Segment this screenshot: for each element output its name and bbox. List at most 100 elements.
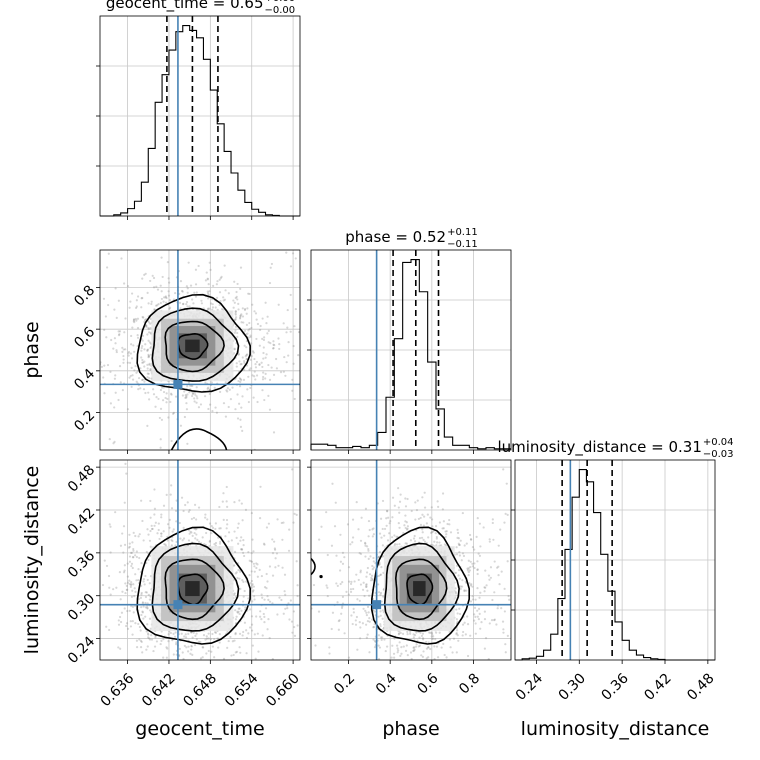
sample-point — [370, 574, 374, 577]
sample-point — [129, 551, 133, 555]
sample-point — [134, 573, 137, 576]
sample-point — [131, 541, 134, 544]
sample-point — [148, 363, 151, 366]
sample-point — [365, 585, 368, 588]
sample-point — [130, 385, 133, 388]
sample-point — [140, 591, 143, 595]
sample-point — [158, 416, 161, 420]
sample-point — [205, 652, 208, 655]
sample-point — [157, 522, 160, 525]
sample-point — [120, 611, 124, 614]
sample-point — [136, 336, 140, 339]
sample-point — [272, 346, 275, 350]
sample-point — [131, 620, 134, 623]
sample-point — [355, 501, 358, 504]
sample-point — [132, 344, 135, 347]
sample-point — [127, 352, 130, 355]
sample-point — [185, 395, 188, 398]
sample-point — [239, 587, 242, 590]
sample-point — [245, 629, 248, 632]
sample-point — [264, 377, 267, 380]
sample-point — [150, 524, 153, 527]
sample-point — [167, 290, 170, 293]
sample-point — [211, 410, 214, 413]
sample-point — [165, 646, 168, 649]
sample-point — [429, 631, 432, 634]
sample-point — [435, 544, 438, 547]
sample-point — [144, 591, 147, 594]
sample-point — [237, 542, 240, 545]
sample-point — [253, 375, 256, 378]
sample-point — [420, 634, 424, 637]
x-tick-label-geocent_time: 0.636 — [98, 670, 138, 710]
sample-point — [347, 656, 351, 659]
sample-point — [275, 552, 279, 555]
sample-point — [141, 378, 145, 381]
sample-point — [334, 501, 337, 504]
sample-point — [474, 632, 477, 635]
sample-point — [483, 586, 486, 589]
sample-point — [171, 530, 174, 533]
sample-point — [222, 492, 225, 495]
sample-point — [271, 657, 274, 660]
sample-point — [492, 538, 495, 541]
sample-point — [146, 333, 149, 336]
sample-point — [220, 275, 223, 278]
sample-point — [122, 348, 125, 351]
sample-point — [150, 638, 154, 641]
sample-point — [254, 657, 257, 660]
sample-point — [169, 392, 173, 395]
sample-point — [247, 551, 250, 554]
sample-point — [406, 633, 409, 636]
sample-point — [174, 631, 177, 634]
sample-point — [261, 337, 264, 340]
sample-point — [200, 302, 204, 305]
sample-point — [240, 362, 243, 366]
sample-point — [237, 569, 240, 572]
sample-point — [353, 580, 356, 583]
sample-point — [455, 632, 458, 635]
sample-point — [450, 664, 452, 666]
sample-point — [409, 632, 412, 635]
sample-point — [252, 396, 255, 399]
sample-point — [245, 358, 248, 361]
sample-point — [266, 580, 269, 583]
sample-point — [150, 634, 153, 637]
sample-point — [450, 676, 452, 678]
sample-point — [497, 565, 500, 568]
sample-point — [436, 500, 439, 503]
sample-point — [170, 484, 173, 487]
sample-point — [240, 609, 243, 612]
sample-point — [128, 560, 131, 563]
sample-point — [148, 617, 152, 620]
sample-point — [272, 343, 275, 346]
sample-point — [397, 522, 400, 525]
sample-point — [130, 334, 133, 338]
sample-point — [372, 566, 376, 569]
sample-point — [454, 592, 458, 595]
sample-point — [242, 630, 245, 634]
sample-point — [349, 582, 353, 586]
sample-point — [476, 568, 479, 571]
sample-point — [296, 584, 299, 587]
sample-point — [154, 636, 157, 639]
sample-point — [125, 588, 128, 591]
sample-point — [126, 562, 129, 565]
sample-point — [491, 521, 494, 525]
sample-point — [432, 635, 435, 638]
sample-point — [256, 575, 259, 578]
sample-point — [157, 528, 160, 532]
sample-point — [240, 548, 244, 551]
sample-point — [149, 595, 152, 598]
sample-point — [148, 638, 152, 641]
sample-point — [397, 487, 400, 490]
sample-point — [228, 664, 230, 666]
sample-point — [211, 306, 215, 309]
sample-point — [266, 594, 269, 598]
sample-point — [244, 508, 248, 511]
sample-point — [170, 507, 174, 510]
sample-point — [107, 303, 110, 307]
sample-point — [418, 636, 421, 639]
sample-point — [493, 618, 496, 621]
sample-point — [372, 560, 375, 563]
